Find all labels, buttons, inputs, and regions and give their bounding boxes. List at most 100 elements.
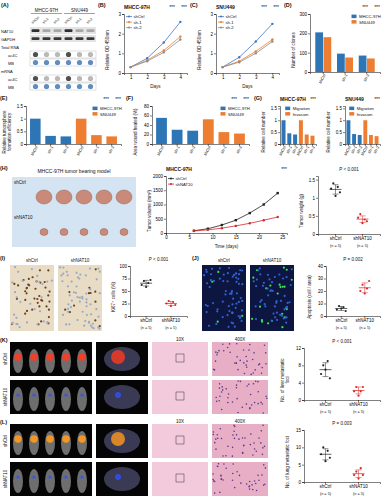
lane-label: shCtrl <box>31 16 41 25</box>
cell <box>41 283 43 285</box>
plot-area <box>193 192 279 232</box>
nucleus <box>219 383 221 385</box>
tick-mark <box>316 180 318 181</box>
histology <box>212 424 268 458</box>
tick-label: 3 <box>255 75 258 80</box>
tick-mark <box>24 106 26 107</box>
nucleus <box>249 344 251 346</box>
annotation: *** <box>103 96 109 102</box>
nucleus <box>256 490 258 492</box>
line <box>194 193 278 231</box>
nucleus <box>237 369 239 371</box>
nucleus <box>218 463 220 465</box>
nucleus <box>233 430 235 432</box>
cell <box>88 322 90 324</box>
organ <box>104 347 140 371</box>
mouse <box>77 349 87 373</box>
nucleus <box>220 475 222 477</box>
legend-label: shCtrl <box>226 14 237 19</box>
tick-label: 2000 <box>153 174 164 179</box>
tick: shCtrl <box>156 144 166 156</box>
point <box>322 446 324 448</box>
tick-mark <box>324 266 326 267</box>
cell <box>276 312 278 314</box>
cell <box>263 282 265 284</box>
cell <box>24 313 26 315</box>
nucleus <box>241 406 243 408</box>
tick-mark <box>343 108 345 109</box>
chart: 0255075100Ki67⁺ cells (%)shCtrlshNAT10P … <box>111 257 188 330</box>
tick: 10 <box>318 301 326 306</box>
tick: sh-2 <box>235 144 244 154</box>
bar <box>337 54 345 72</box>
cell <box>259 306 261 308</box>
nucleus <box>219 387 221 389</box>
tick-label: 0 <box>210 71 213 76</box>
tick-label: 5 <box>298 463 301 468</box>
nucleus <box>218 400 220 402</box>
nucleus <box>252 372 254 374</box>
cell <box>286 316 288 318</box>
tick-mark <box>128 266 130 267</box>
cell <box>39 281 41 283</box>
tick-label: 8 <box>298 363 301 368</box>
annotation: *** <box>169 4 175 10</box>
nucleus <box>261 403 263 405</box>
panel-label: (I) <box>0 255 5 261</box>
cell <box>241 283 243 285</box>
nucleus <box>264 345 266 347</box>
cell <box>267 274 269 276</box>
blot: MHCC-97HshCtrlsh-1sh-2SNU449shCtrlsh-1sh… <box>1 8 96 90</box>
image-label: 400X <box>235 337 246 342</box>
error-bar <box>322 363 328 377</box>
image-label: 400X <box>235 419 246 424</box>
cell <box>241 300 243 302</box>
axis-title: Relative cell number <box>261 111 266 152</box>
tick: 300 <box>299 12 310 17</box>
bar <box>369 135 373 144</box>
error-bar-cap <box>356 393 362 394</box>
chart: 020406080Area wound healed (%)******shCt… <box>133 96 250 156</box>
y-axis: 0100200300 <box>299 12 310 75</box>
tick: 40 <box>144 123 152 128</box>
mouse <box>77 387 87 411</box>
signal <box>111 432 125 446</box>
blot-band <box>76 37 84 40</box>
tick: 15 <box>296 428 304 433</box>
tick-label: 10 <box>296 445 302 450</box>
chart-title: MHCC-97H <box>124 4 150 10</box>
axis-title-line: Apoptosis (cell / area) <box>307 275 312 319</box>
blot-dot <box>66 84 71 89</box>
cell <box>90 325 92 327</box>
line <box>131 22 181 67</box>
point <box>165 302 167 304</box>
x-axis: shCtrlsh-1sh-2 <box>311 72 381 84</box>
marker <box>249 212 251 214</box>
tick-mark <box>150 106 152 107</box>
tick: 1000 <box>153 202 166 207</box>
plot-area <box>335 280 370 312</box>
legend-swatch <box>220 27 222 29</box>
cell <box>228 267 230 269</box>
legend: MigrationInvasion <box>285 106 310 117</box>
panel-label: (B) <box>98 2 106 8</box>
cell <box>211 268 213 270</box>
tick-label: 20 <box>257 235 263 240</box>
tick: sh-2 <box>107 144 116 154</box>
line <box>223 42 273 68</box>
tick: 20 <box>144 132 152 137</box>
point <box>329 377 331 379</box>
tick: 3 <box>163 73 166 80</box>
cell <box>71 299 73 301</box>
cell <box>227 272 229 274</box>
tick-mark <box>122 73 124 74</box>
tick-mark <box>24 144 26 145</box>
tick-label: 1 <box>274 118 277 123</box>
cell <box>29 303 31 305</box>
mouse <box>45 431 55 455</box>
blot-band <box>54 29 62 32</box>
nucleus <box>215 351 217 353</box>
tick: shNAT10 <box>349 400 368 407</box>
cell <box>235 272 237 274</box>
tick: 1.5 <box>271 106 280 111</box>
